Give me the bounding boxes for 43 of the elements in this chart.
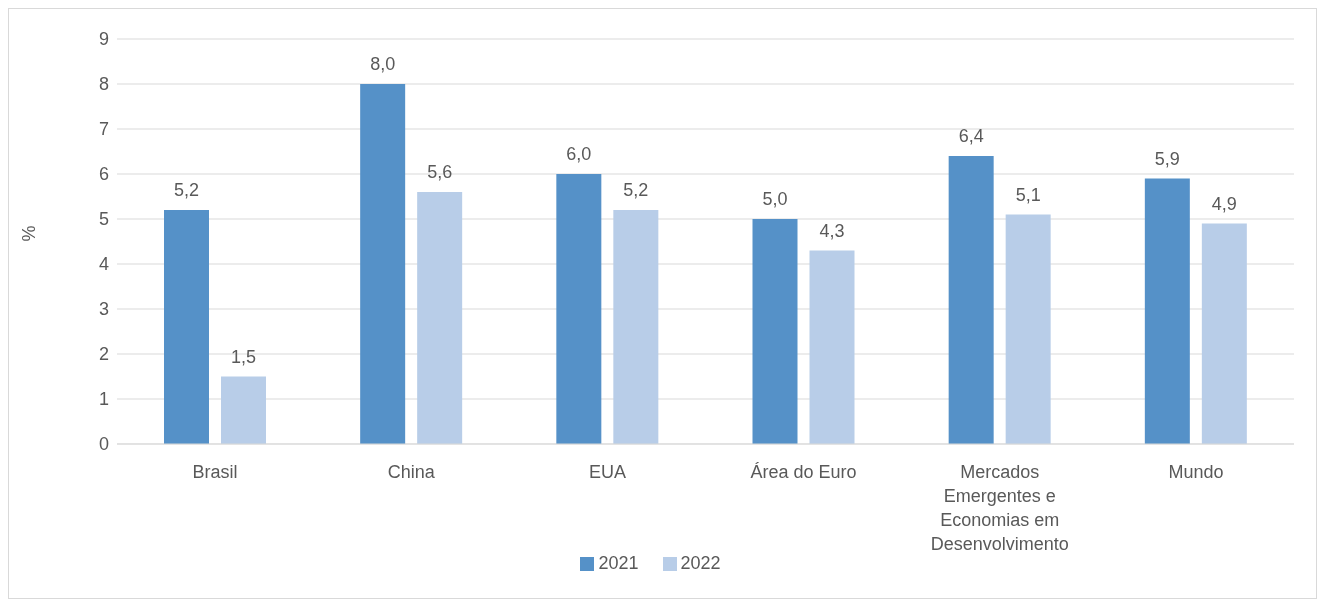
data-label: 5,6 <box>427 162 453 182</box>
data-label: 5,1 <box>1015 184 1041 205</box>
legend-label: 2022 <box>680 553 721 573</box>
y-tick-label: 5 <box>98 209 109 230</box>
bar <box>948 156 994 444</box>
legend-label: 2021 <box>598 553 639 573</box>
data-label: 4,3 <box>819 220 845 241</box>
data-label: 5,0 <box>762 189 788 209</box>
bar <box>809 250 855 444</box>
bar <box>1005 214 1051 444</box>
bar <box>613 210 659 444</box>
bar <box>164 210 209 444</box>
y-tick-label: 6 <box>98 164 109 185</box>
y-tick-label: 8 <box>98 74 109 95</box>
y-tick-label: 3 <box>98 299 109 320</box>
y-tick-label: 0 <box>98 434 109 455</box>
bar <box>221 376 266 444</box>
bar <box>360 84 406 444</box>
y-tick-label: 1 <box>98 389 109 410</box>
bar <box>1144 178 1190 444</box>
bar <box>752 219 798 444</box>
data-label: 1,5 <box>230 346 257 367</box>
bar <box>417 192 463 444</box>
x-tick-label: China <box>387 462 436 482</box>
bar <box>1201 223 1247 444</box>
y-tick-label: 4 <box>98 254 109 275</box>
x-tick-label: Brasil <box>192 462 238 482</box>
data-label: 5,9 <box>1154 148 1180 169</box>
data-label: 5,2 <box>173 180 200 200</box>
x-tick-label: EUA <box>588 462 626 482</box>
data-label: 5,2 <box>623 180 649 200</box>
bar <box>556 174 602 444</box>
y-axis-title: % <box>19 225 40 242</box>
y-tick-label: 9 <box>98 29 109 50</box>
y-tick-label: 2 <box>98 344 109 365</box>
x-tick-label: Área do Euro <box>750 462 857 482</box>
data-label: 8,0 <box>370 54 396 74</box>
data-label: 6,4 <box>958 126 984 146</box>
data-label: 4,9 <box>1211 193 1237 214</box>
data-label: 6,0 <box>566 144 592 164</box>
x-tick-label: Mundo <box>1168 462 1224 482</box>
y-tick-label: 7 <box>98 119 109 140</box>
x-tick-label: Mercados Emergentes e Economias em Desenvolvimento <box>930 462 1069 554</box>
